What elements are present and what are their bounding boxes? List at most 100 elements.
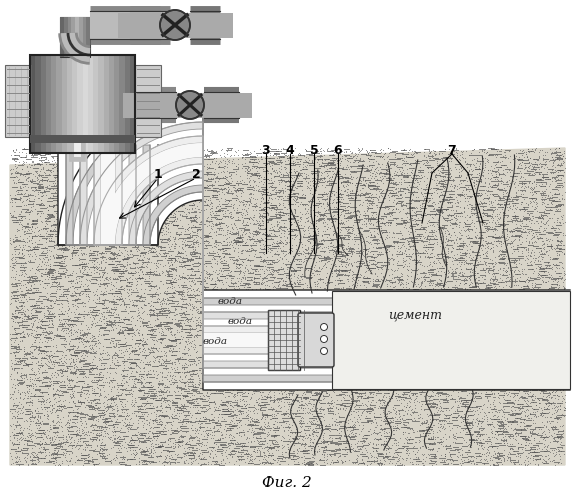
Point <box>520 294 529 302</box>
Point <box>262 364 272 372</box>
Point <box>12 368 21 376</box>
Point <box>464 291 474 299</box>
Point <box>165 219 174 227</box>
Point <box>83 387 92 395</box>
Point <box>324 216 333 224</box>
Point <box>223 328 232 336</box>
Point <box>90 341 99 349</box>
Point <box>552 380 561 388</box>
Point <box>484 244 493 252</box>
Point <box>148 144 157 152</box>
Point <box>230 284 239 292</box>
Point <box>389 178 398 186</box>
Point <box>436 266 445 274</box>
Point <box>303 374 312 382</box>
Point <box>239 200 249 208</box>
Point <box>536 244 545 252</box>
Point <box>166 219 175 227</box>
Point <box>109 215 118 223</box>
Point <box>219 180 228 188</box>
Point <box>21 310 30 318</box>
Point <box>51 258 60 266</box>
Point <box>525 215 534 223</box>
Point <box>333 359 343 367</box>
Point <box>495 153 505 161</box>
Point <box>149 230 158 237</box>
Point <box>526 291 536 299</box>
Point <box>430 319 439 327</box>
Point <box>65 419 74 427</box>
Point <box>99 239 108 247</box>
Point <box>501 302 510 310</box>
Point <box>457 212 467 220</box>
Point <box>176 312 185 320</box>
Point <box>422 359 432 367</box>
Point <box>549 226 559 234</box>
Point <box>145 320 154 328</box>
Point <box>100 392 109 400</box>
Point <box>206 398 215 406</box>
Point <box>470 228 479 235</box>
Point <box>274 366 284 374</box>
Point <box>12 368 21 376</box>
Point <box>256 225 265 233</box>
Point <box>199 338 208 346</box>
Point <box>199 312 208 320</box>
Point <box>20 332 29 340</box>
Point <box>42 294 51 302</box>
Point <box>246 370 255 378</box>
Point <box>495 282 504 290</box>
Point <box>290 282 299 290</box>
Point <box>508 382 517 390</box>
Point <box>370 316 379 324</box>
Point <box>20 456 29 464</box>
Point <box>107 290 117 298</box>
Point <box>492 158 502 166</box>
Point <box>74 365 83 373</box>
Point <box>397 280 406 288</box>
Point <box>61 317 70 325</box>
Point <box>180 379 189 387</box>
Point <box>491 298 500 306</box>
Point <box>359 220 369 228</box>
Point <box>117 400 126 408</box>
Point <box>11 449 21 457</box>
Point <box>144 391 153 399</box>
Point <box>197 164 207 172</box>
Point <box>439 288 448 296</box>
Point <box>118 406 127 413</box>
Point <box>316 276 325 284</box>
Point <box>133 330 142 338</box>
Point <box>83 458 92 466</box>
Point <box>242 285 251 293</box>
Point <box>160 254 169 262</box>
Point <box>18 157 28 165</box>
Point <box>482 294 491 302</box>
Point <box>371 190 380 198</box>
Point <box>210 399 219 407</box>
Point <box>76 448 86 456</box>
Point <box>207 150 216 158</box>
Point <box>49 334 59 342</box>
Point <box>555 238 564 246</box>
Point <box>264 160 273 168</box>
Point <box>53 174 63 182</box>
Point <box>139 391 148 399</box>
Point <box>231 264 241 272</box>
Point <box>363 363 373 371</box>
Point <box>433 444 443 452</box>
Point <box>316 368 325 376</box>
Point <box>135 372 144 380</box>
Point <box>306 435 315 443</box>
Point <box>250 430 259 438</box>
Point <box>114 242 123 250</box>
Point <box>159 461 168 469</box>
Point <box>174 272 184 280</box>
Point <box>238 301 247 309</box>
Point <box>177 294 187 302</box>
Point <box>509 378 518 386</box>
Point <box>37 439 46 447</box>
Point <box>286 146 296 154</box>
Point <box>242 411 251 419</box>
Point <box>453 316 463 324</box>
